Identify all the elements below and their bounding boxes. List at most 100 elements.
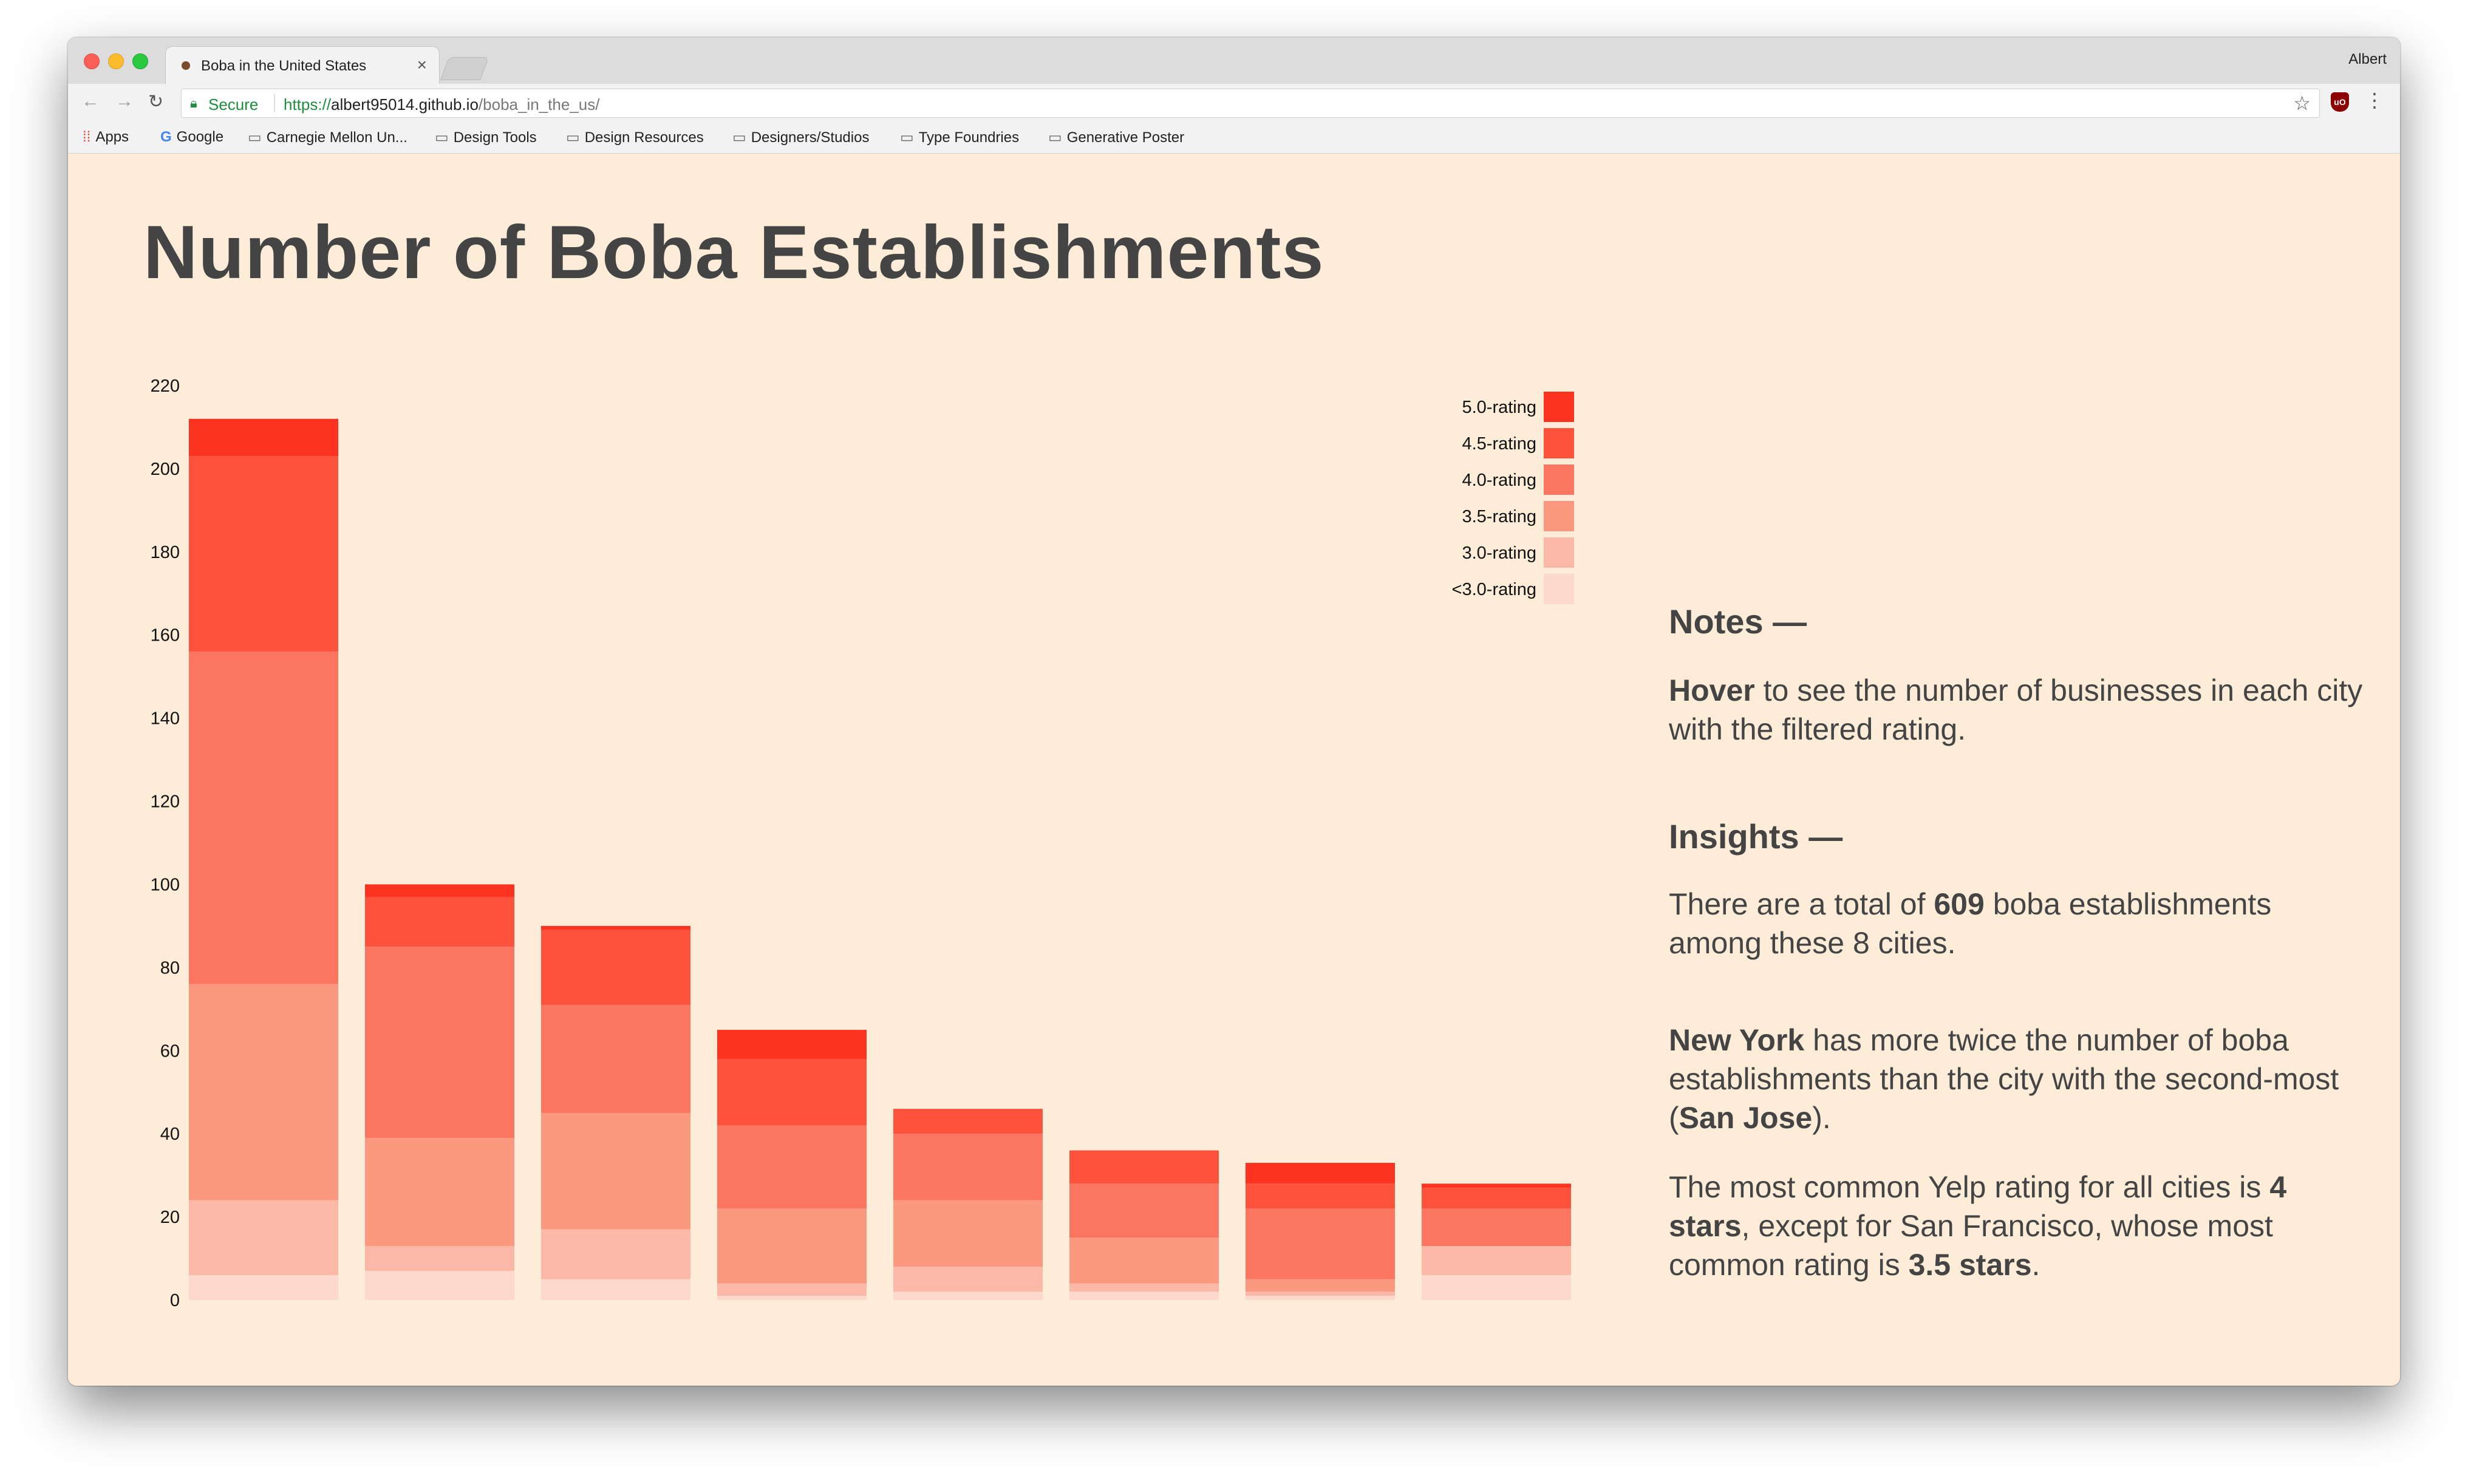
bookmark-apps[interactable]: ⁞⁞ Apps [83, 129, 129, 146]
url-text[interactable]: https://albert95014.github.io/boba_in_th… [284, 95, 599, 114]
bookmark-label: Apps [95, 129, 129, 145]
legend-label: 5.0-rating [1462, 398, 1536, 417]
star-icon[interactable]: ☆ [2293, 92, 2311, 114]
bookmark-folder[interactable]: ▭ Carnegie Mellon Un... [248, 129, 407, 146]
bookmark-folder[interactable]: ▭ Designers/Studios [732, 129, 869, 146]
legend-swatch [1544, 465, 1574, 495]
bar-segment[interactable] [1246, 1279, 1395, 1292]
y-tick-label: 140 [151, 709, 180, 729]
y-tick-label: 180 [151, 543, 180, 562]
bar-segment[interactable] [1246, 1183, 1395, 1209]
legend-label: 4.0-rating [1462, 471, 1536, 490]
bar-segment[interactable] [1422, 1188, 1571, 1209]
bar-segment[interactable] [893, 1292, 1043, 1300]
bar-segment[interactable] [1069, 1237, 1219, 1284]
bar-segment[interactable] [541, 925, 690, 930]
bar-segment[interactable] [541, 1229, 690, 1279]
bookmark-google[interactable]: G Google [160, 129, 223, 146]
bar-segment[interactable] [365, 1246, 514, 1271]
back-arrow-icon[interactable]: ← [81, 91, 100, 111]
tab-close-icon[interactable]: × [417, 55, 427, 74]
bar-segment[interactable] [1422, 1246, 1571, 1275]
insight-text: boba establishments among these 8 cities… [1669, 887, 2272, 960]
folder-icon: ▭ [566, 129, 580, 146]
bar-segment[interactable] [1422, 1275, 1571, 1300]
bookmark-folder[interactable]: ▭ Design Tools [435, 129, 537, 146]
address-bar[interactable]: 🔒︎ Secure https://albert95014.github.io/… [181, 89, 2320, 118]
bar-segment[interactable] [1246, 1296, 1395, 1300]
kebab-menu-icon[interactable]: ⋮ [2365, 89, 2384, 111]
bar-segment[interactable] [365, 896, 514, 947]
y-tick-label: 160 [151, 626, 180, 645]
y-tick-label: 0 [170, 1291, 180, 1307]
stacked-bar-chart: 020406080100120140160180200220New YorkSa… [151, 376, 1574, 1307]
bar-segment[interactable] [717, 1208, 867, 1284]
bar-segment[interactable] [717, 1125, 867, 1209]
bar-segment[interactable] [1246, 1208, 1395, 1279]
legend-label: 3.5-rating [1462, 507, 1536, 526]
address-separator [274, 94, 275, 112]
bar-segment[interactable] [893, 1267, 1043, 1292]
browser-tab[interactable]: Boba in the United States × [165, 46, 440, 84]
y-tick-label: 20 [160, 1208, 180, 1227]
bar-segment[interactable] [1069, 1292, 1219, 1300]
insight-new-york: New York has more twice the number of bo… [1669, 1021, 2367, 1137]
bookmark-label: Google [176, 129, 224, 145]
minimize-window-button[interactable] [108, 53, 124, 69]
bar-segment[interactable] [189, 1200, 338, 1275]
bar-segment[interactable] [893, 1109, 1043, 1134]
bar-segment[interactable] [1422, 1183, 1571, 1188]
bar-segment[interactable] [1069, 1150, 1219, 1184]
bookmark-label: Design Resources [584, 129, 704, 146]
bar-segment[interactable] [1246, 1163, 1395, 1184]
bar-segment[interactable] [365, 1271, 514, 1300]
bar-segment[interactable] [541, 930, 690, 1005]
url-host: albert95014.github.io [331, 95, 479, 114]
bar-segment[interactable] [717, 1283, 867, 1296]
bar-segment[interactable] [189, 1275, 338, 1300]
favicon-icon [182, 61, 190, 70]
new-tab-button[interactable] [440, 57, 489, 80]
bar-segment[interactable] [189, 652, 338, 984]
bookmark-folder[interactable]: ▭ Generative Poster [1048, 129, 1184, 146]
insight-rating: The most common Yelp rating for all citi… [1669, 1168, 2367, 1284]
bar-segment[interactable] [541, 1004, 690, 1113]
folder-icon: ▭ [248, 129, 262, 146]
y-tick-label: 100 [151, 875, 180, 894]
forward-arrow-icon[interactable]: → [115, 91, 134, 111]
legend-swatch [1544, 428, 1574, 458]
bar-segment[interactable] [717, 1030, 867, 1059]
bar-segment[interactable] [1069, 1183, 1219, 1238]
ublock-icon[interactable]: uO [2331, 92, 2349, 112]
close-window-button[interactable] [84, 53, 100, 69]
page-content: Number of Boba Establishments 0 20 40 60 80 1… [68, 154, 2400, 1386]
insight-city: New York [1669, 1023, 1805, 1057]
legend-swatch [1544, 501, 1574, 531]
bar-segment[interactable] [189, 418, 338, 457]
bar-segment[interactable] [541, 1279, 690, 1300]
hover-text: to see the number of businesses in each … [1669, 673, 2363, 746]
bar-segment[interactable] [893, 1200, 1043, 1267]
bar-segment[interactable] [717, 1296, 867, 1300]
bar-segment[interactable] [189, 456, 338, 652]
bookmark-folder[interactable]: ▭ Design Resources [566, 129, 704, 146]
page-title: Number of Boba Establishments [143, 211, 1324, 294]
bar-segment[interactable] [365, 1138, 514, 1247]
bar-segment[interactable] [893, 1134, 1043, 1200]
tab-title: Boba in the United States [201, 58, 367, 74]
bar-segment[interactable] [717, 1058, 867, 1126]
bookmark-label: Design Tools [453, 129, 537, 146]
legend-label: 4.5-rating [1462, 434, 1536, 454]
bar-segment[interactable] [1246, 1292, 1395, 1296]
folder-icon: ▭ [732, 129, 746, 146]
bar-segment[interactable] [1422, 1208, 1571, 1247]
bar-segment[interactable] [365, 947, 514, 1139]
bar-segment[interactable] [189, 984, 338, 1200]
reload-icon[interactable]: ↻ [148, 92, 164, 112]
profile-name[interactable]: Albert [2348, 51, 2387, 67]
maximize-window-button[interactable] [132, 53, 148, 69]
bookmark-folder[interactable]: ▭ Type Foundries [900, 129, 1019, 146]
bar-segment[interactable] [365, 884, 514, 897]
bar-segment[interactable] [1069, 1283, 1219, 1292]
bar-segment[interactable] [541, 1112, 690, 1230]
